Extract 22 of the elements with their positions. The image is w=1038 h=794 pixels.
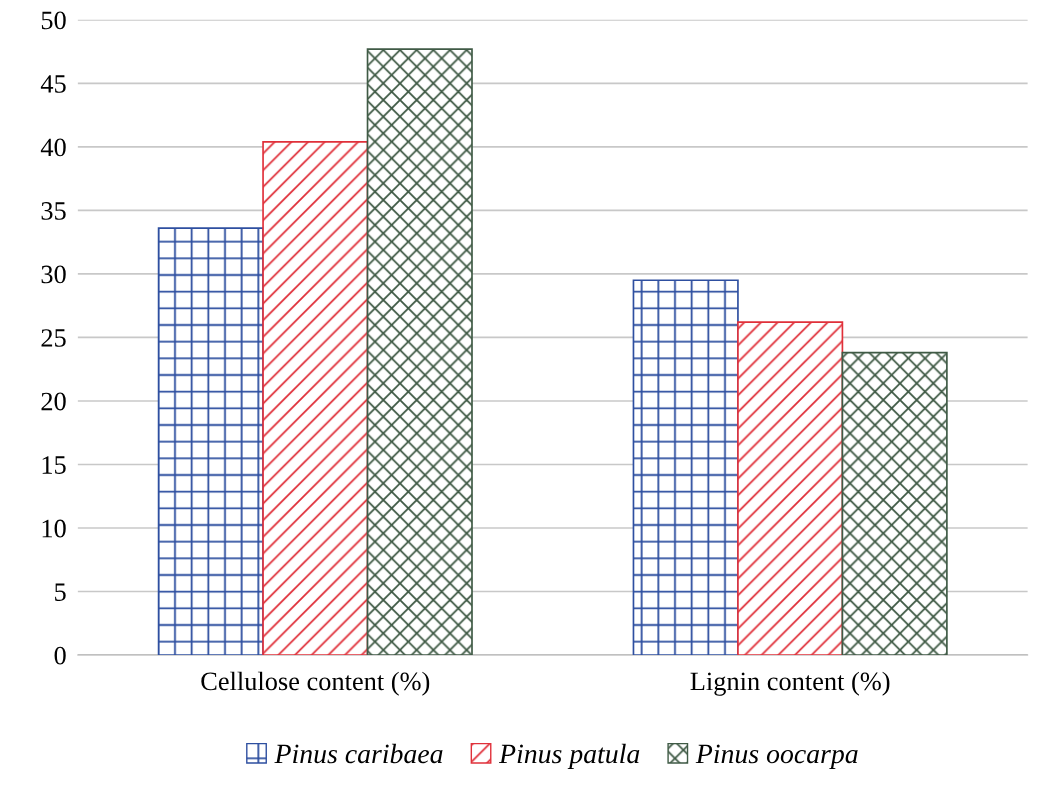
- y-tick-label: 0: [54, 646, 66, 665]
- y-tick-label: 10: [42, 519, 66, 538]
- y-tick-label: 50: [41, 11, 66, 30]
- bar: [841, 351, 948, 656]
- bar: [262, 140, 369, 656]
- y-tick-label: 15: [42, 456, 66, 474]
- x-tick-label: Lignin content (%): [690, 671, 890, 696]
- y-tick-label: 40: [40, 138, 66, 157]
- y-tick-label: 45: [40, 75, 66, 93]
- x-tick-label: Cellulose content (%): [201, 671, 430, 696]
- legend-label: Pinus patula: [498, 743, 640, 769]
- legend-label: Pinus oocarpa: [695, 744, 858, 769]
- bar: [157, 227, 264, 656]
- y-tick-label: 35: [41, 202, 66, 220]
- bar: [632, 279, 739, 656]
- y-tick-label: 5: [55, 583, 66, 601]
- y-tick-label: 25: [41, 329, 66, 347]
- legend-label: Pinus caribaea: [274, 743, 443, 764]
- y-tick-label: 30: [41, 265, 66, 284]
- bar: [737, 321, 844, 656]
- bar: [366, 48, 473, 656]
- y-tick-label: 20: [41, 392, 66, 411]
